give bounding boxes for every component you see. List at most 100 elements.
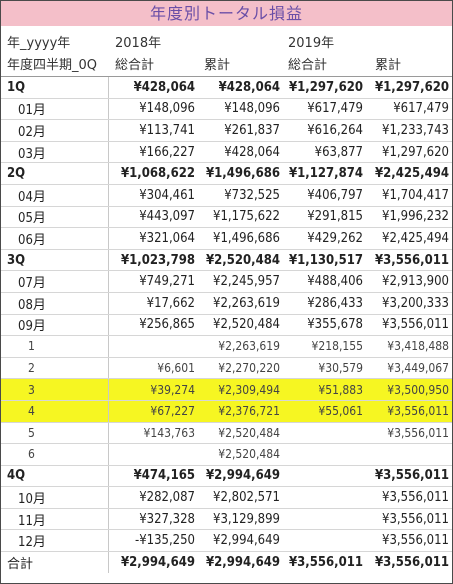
cell-y2018-total[interactable]: ¥321,064 [108,227,198,250]
cell-y2019-cumulative[interactable]: ¥3,500,950 [366,378,452,401]
cell-y2019-total[interactable]: ¥355,678 [283,314,366,337]
row-label[interactable]: 4 [1,400,109,423]
table-row[interactable]: 08月 ¥17,662 ¥2,263,619 ¥286,433 ¥3,200,333 [1,292,452,315]
cell-y2019-total[interactable] [283,422,366,445]
row-label[interactable]: 08月 [1,292,109,315]
cell-y2018-cumulative[interactable]: ¥2,309,494 [198,378,283,401]
table-row[interactable]: 02月 ¥113,741 ¥261,837 ¥616,264 ¥1,233,743 [1,119,452,142]
row-label[interactable]: 2 [1,357,109,380]
cell-y2018-total[interactable]: ¥443,097 [108,206,198,229]
cell-y2019-cumulative[interactable]: ¥1,297,620 [366,141,452,164]
row-label[interactable]: 03月 [1,141,109,164]
cell-y2019-cumulative[interactable]: ¥1,297,620 [366,77,452,99]
cell-y2019-total[interactable]: ¥488,406 [283,270,366,293]
cell-y2018-cumulative[interactable]: ¥2,520,484 [198,249,283,272]
cell-y2018-cumulative[interactable]: ¥2,994,649 [198,551,283,573]
cell-y2018-cumulative[interactable]: ¥148,096 [198,98,283,121]
cell-y2018-cumulative[interactable]: ¥2,270,220 [198,357,283,380]
row-field-year-header[interactable]: 年_yyyy年 [7,36,71,51]
cell-y2019-cumulative[interactable]: ¥3,556,011 [366,400,452,423]
cell-y2018-cumulative[interactable]: ¥261,837 [198,119,283,142]
table-row[interactable]: 05月 ¥443,097 ¥1,175,622 ¥291,815 ¥1,996,232 [1,206,452,229]
cell-y2018-total[interactable]: ¥282,087 [108,486,198,509]
cell-y2019-total[interactable]: ¥30,579 [283,357,366,380]
cell-y2019-cumulative[interactable]: ¥2,425,494 [366,227,452,250]
cell-y2019-total[interactable]: ¥1,130,517 [283,249,366,272]
cell-y2018-total[interactable]: ¥39,274 [108,378,198,401]
cell-y2018-total[interactable]: ¥166,227 [108,141,198,164]
cell-y2019-cumulative[interactable]: ¥1,996,232 [366,206,452,229]
cell-y2018-cumulative[interactable]: ¥2,994,649 [198,465,283,488]
cell-y2019-total[interactable]: ¥406,797 [283,184,366,207]
cell-y2019-cumulative[interactable]: ¥3,556,011 [366,551,452,573]
cell-y2019-total[interactable] [283,443,366,466]
cell-y2019-cumulative[interactable]: ¥3,556,011 [366,465,452,488]
cell-y2019-cumulative[interactable]: ¥1,704,417 [366,184,452,207]
row-label[interactable]: 6 [1,443,109,466]
cell-y2019-cumulative[interactable]: ¥3,556,011 [366,314,452,337]
cell-y2019-total[interactable]: ¥51,883 [283,378,366,401]
cell-y2018-cumulative[interactable]: ¥2,520,484 [198,314,283,337]
row-label[interactable]: 10月 [1,486,109,509]
cell-y2018-total[interactable]: ¥474,165 [108,465,198,488]
cell-y2019-cumulative[interactable]: ¥3,556,011 [366,422,452,445]
row-field-quarter-header[interactable]: 年度四半期_0Q [7,58,98,73]
cell-y2019-total[interactable]: ¥63,877 [283,141,366,164]
table-row[interactable]: 11月 ¥327,328 ¥3,129,899 ¥3,556,011 [1,508,452,531]
table-row[interactable]: 12月 -¥135,250 ¥2,994,649 ¥3,556,011 [1,529,452,553]
table-row[interactable]: 3Q ¥1,023,798 ¥2,520,484 ¥1,130,517 ¥3,556,0… [1,249,452,272]
cell-y2019-cumulative[interactable]: ¥3,556,011 [366,508,452,531]
table-row[interactable]: 1Q ¥428,064 ¥428,064 ¥1,297,620 ¥1,297,620 [1,77,452,99]
cell-y2019-total[interactable]: ¥286,433 [283,292,366,315]
cell-y2018-cumulative[interactable]: ¥1,496,686 [198,162,283,185]
cell-y2018-total[interactable]: ¥2,994,649 [108,551,198,573]
cell-y2019-cumulative[interactable]: ¥3,556,011 [366,486,452,509]
cell-y2018-total[interactable]: ¥148,096 [108,98,198,121]
grand-total-row[interactable]: 合計 ¥2,994,649 ¥2,994,649 ¥3,556,011 ¥3,556,0… [1,551,452,573]
table-row[interactable]: 2 ¥6,601 ¥2,270,220 ¥30,579 ¥3,449,067 [1,357,452,380]
cell-y2018-cumulative[interactable]: ¥2,376,721 [198,400,283,423]
cell-y2018-cumulative[interactable]: ¥1,496,686 [198,227,283,250]
cell-y2019-cumulative[interactable]: ¥617,479 [366,98,452,121]
cell-y2018-cumulative[interactable]: ¥3,129,899 [198,508,283,531]
cell-y2018-total[interactable]: ¥1,068,622 [108,162,198,185]
cell-y2019-total[interactable]: ¥616,264 [283,119,366,142]
row-label[interactable]: 4Q [1,465,109,488]
cell-y2019-cumulative[interactable] [366,443,452,466]
cell-y2019-total[interactable]: ¥617,479 [283,98,366,121]
cell-y2019-total[interactable]: ¥291,815 [283,206,366,229]
table-row[interactable]: 6 ¥2,520,484 [1,443,452,466]
cell-y2019-total[interactable]: ¥3,556,011 [283,551,366,573]
row-label[interactable]: 02月 [1,119,109,142]
table-row[interactable]: 06月 ¥321,064 ¥1,496,686 ¥429,262 ¥2,425,494 [1,227,452,250]
cell-y2018-cumulative[interactable]: ¥2,263,619 [198,335,283,358]
row-label[interactable]: 11月 [1,508,109,531]
table-row[interactable]: 4Q ¥474,165 ¥2,994,649 ¥3,556,011 [1,465,452,488]
table-row[interactable]: 09月 ¥256,865 ¥2,520,484 ¥355,678 ¥3,556,011 [1,314,452,337]
cell-y2019-total[interactable] [283,465,366,488]
row-label[interactable]: 06月 [1,227,109,250]
row-label[interactable]: 5 [1,422,109,445]
cell-y2018-total[interactable]: ¥256,865 [108,314,198,337]
cell-y2018-total[interactable]: ¥1,023,798 [108,249,198,272]
cell-y2019-cumulative[interactable]: ¥2,425,494 [366,162,452,185]
cell-y2019-total[interactable]: ¥429,262 [283,227,366,250]
cell-y2019-cumulative[interactable]: ¥3,200,333 [366,292,452,315]
table-row[interactable]: 3 ¥39,274 ¥2,309,494 ¥51,883 ¥3,500,950 [1,378,452,401]
cell-y2018-cumulative[interactable]: ¥2,245,957 [198,270,283,293]
cell-y2018-total[interactable]: ¥327,328 [108,508,198,531]
cell-y2019-total[interactable]: ¥55,061 [283,400,366,423]
row-label[interactable]: 12月 [1,529,109,553]
cell-y2019-total[interactable]: ¥218,155 [283,335,366,358]
row-label[interactable]: 04月 [1,184,109,207]
cell-y2018-total[interactable]: ¥304,461 [108,184,198,207]
cell-y2019-cumulative[interactable]: ¥1,233,743 [366,119,452,142]
row-label[interactable]: 2Q [1,162,109,185]
row-label[interactable]: 合計 [1,551,109,573]
cell-y2019-total[interactable] [283,486,366,509]
cell-y2018-total[interactable]: ¥749,271 [108,270,198,293]
cell-y2018-cumulative[interactable]: ¥428,064 [198,141,283,164]
cell-y2018-total[interactable] [108,443,198,466]
cell-y2018-total[interactable]: ¥143,763 [108,422,198,445]
cell-y2018-total[interactable]: ¥17,662 [108,292,198,315]
